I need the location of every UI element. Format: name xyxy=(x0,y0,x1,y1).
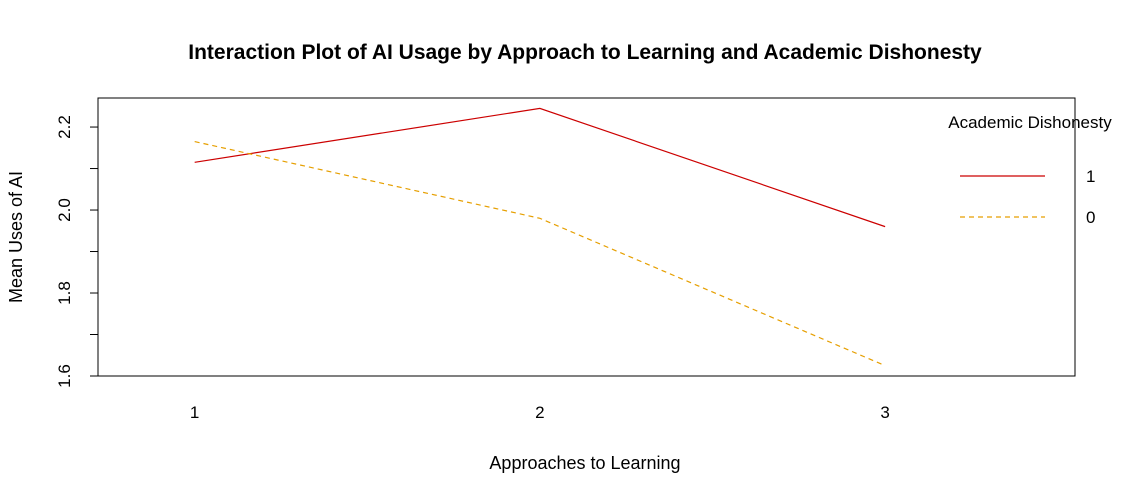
x-axis-label: Approaches to Learning xyxy=(489,453,680,473)
y-axis-label: Mean Uses of AI xyxy=(6,171,26,303)
legend-label-0: 0 xyxy=(1086,208,1095,227)
chart-title: Interaction Plot of AI Usage by Approach… xyxy=(188,41,982,64)
y-tick-label: 2.0 xyxy=(55,198,74,222)
x-axis: 1 2 3 xyxy=(190,403,890,422)
plot-area-border xyxy=(97,97,1076,377)
x-tick-label: 2 xyxy=(535,403,544,422)
y-axis: 1.6 1.8 2.0 2.2 xyxy=(55,115,99,388)
series-line-0 xyxy=(194,140,886,367)
legend-items: 10 xyxy=(960,167,1095,227)
legend: Academic Dishonesty 10 xyxy=(948,113,1112,227)
series-lines xyxy=(194,107,886,367)
series-line-1 xyxy=(194,107,886,228)
y-tick-label: 1.8 xyxy=(55,281,74,305)
x-tick-label: 1 xyxy=(190,403,199,422)
y-tick-label: 2.2 xyxy=(55,115,74,139)
legend-title: Academic Dishonesty xyxy=(948,113,1112,132)
x-tick-label: 3 xyxy=(880,403,889,422)
legend-label-1: 1 xyxy=(1086,167,1095,186)
y-tick-label: 1.6 xyxy=(55,364,74,388)
